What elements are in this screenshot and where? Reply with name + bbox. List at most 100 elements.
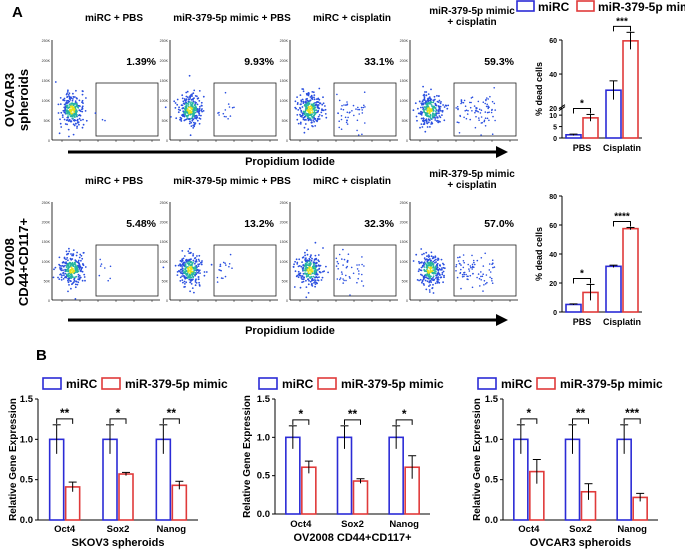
flow-r1-p3-dot bbox=[307, 110, 310, 113]
flow-r2-p3-dot bbox=[307, 292, 310, 294]
flow-r2-p4-dot bbox=[443, 276, 445, 279]
flow-r2-p1-dot bbox=[104, 267, 106, 269]
flow-r1-p4-dot bbox=[439, 116, 442, 119]
flow-r1-p2-dot bbox=[181, 107, 184, 110]
flow-r1-p2-dot bbox=[195, 117, 197, 119]
flow-r1-p3-dot bbox=[302, 102, 305, 104]
flow-r1-p1-dot bbox=[60, 111, 63, 114]
flow-r2-p1-dot bbox=[58, 256, 61, 259]
flow-r1-p4-dot bbox=[425, 103, 428, 106]
flow-r1-p3-dot bbox=[317, 101, 320, 104]
flow-r1-p4-dot bbox=[458, 121, 460, 124]
flow-r2-p4-dot bbox=[463, 271, 466, 274]
flow-r1-p3-dot bbox=[310, 97, 313, 100]
flow-r1-p1-y-tick-label: 0 bbox=[48, 139, 50, 143]
flow-r1-p2-dot bbox=[191, 98, 194, 101]
flow-r2-p4-dot bbox=[459, 256, 461, 258]
flow-r2-p2-dot bbox=[224, 262, 226, 265]
flow-r2-p4-dot bbox=[434, 282, 437, 285]
flow-r1-p4-y-tick-label: 250K bbox=[400, 39, 409, 43]
flow-r1-p4-dot bbox=[473, 105, 476, 107]
flow-r1-p4-dot bbox=[427, 100, 430, 102]
flow-r1-p2-dot bbox=[198, 109, 201, 111]
flow-r2-p2-dot bbox=[182, 263, 185, 265]
flow-r1-p4-dot bbox=[483, 119, 486, 122]
flow-r1-p4-dot bbox=[464, 105, 467, 107]
flow-r1-p4-dot bbox=[435, 104, 438, 107]
flow-r1-p3-dot bbox=[353, 114, 355, 117]
flow-r2-p4-dot bbox=[430, 275, 432, 278]
flow-r1-p4-dot bbox=[465, 109, 468, 111]
flow-r1-p4-dot bbox=[491, 100, 494, 103]
flow-r2-p1-dot bbox=[80, 254, 83, 257]
flow-r1-p1-dot bbox=[76, 103, 78, 106]
flow-r1-p2-dot bbox=[202, 95, 205, 98]
flow-r1-p3-dot bbox=[324, 108, 327, 111]
flow-r2-p1-dot bbox=[82, 252, 85, 254]
flow-r1-p4-dot bbox=[420, 106, 422, 109]
flow-r2-p2-dot bbox=[222, 277, 224, 280]
flow-r2-p2-dot bbox=[190, 261, 193, 264]
flow-r1-p2-dot bbox=[198, 122, 201, 125]
flow-r1-p4-dot bbox=[435, 113, 438, 115]
flow-r2-p4-dot bbox=[484, 252, 487, 255]
flow-r2-p4-dot bbox=[459, 271, 462, 274]
flow-r2-p3-dot bbox=[294, 260, 296, 263]
flow-r2-p3-dot bbox=[303, 276, 305, 279]
flow-r1-p4-dot bbox=[436, 94, 438, 97]
flow-r2-p2-dot bbox=[191, 264, 193, 267]
flow-r1-p1-dot bbox=[69, 96, 72, 98]
flow-r1-p3-dot bbox=[338, 126, 341, 129]
flow-r1-p2-dot bbox=[218, 111, 220, 114]
flow-r1-p2-dot bbox=[192, 127, 195, 129]
flow-r1-p1-dot bbox=[72, 96, 75, 98]
flow-r1-p2-dot bbox=[182, 110, 185, 113]
flow-r1-p1-dot bbox=[66, 95, 69, 98]
flow-r2-p1-dot bbox=[68, 250, 71, 253]
flow-r1-p1-dot bbox=[58, 132, 61, 135]
flow-r2-p2-dot bbox=[219, 265, 221, 268]
flow-r1-p4-dot bbox=[477, 100, 480, 103]
flow-r1-p2-dot bbox=[189, 134, 192, 137]
chart-1-bar-mimic bbox=[622, 40, 639, 139]
flow-r1-p3-dot bbox=[307, 108, 310, 111]
flow-r1-p4-dot bbox=[475, 115, 477, 118]
flow-r1-p2-dot bbox=[186, 112, 189, 114]
flow-r1-p2-percent: 9.93% bbox=[244, 56, 274, 68]
flow-r2-p2-dot-cloud bbox=[162, 247, 233, 294]
flow-r2-p3-dot bbox=[357, 277, 360, 280]
flow-r2-p1-dot bbox=[77, 259, 80, 262]
flow-r2-p1-dot bbox=[66, 264, 69, 267]
flow-r2-p2-dot bbox=[197, 269, 200, 271]
flow-r2-p4-dot bbox=[425, 251, 428, 254]
flow-r2-p4-dot bbox=[437, 268, 440, 271]
flow-r1-p1-dot bbox=[75, 89, 77, 92]
flow-r2-p3-dot bbox=[304, 262, 307, 265]
flow-r2-p1-dot bbox=[70, 263, 72, 266]
legend-b2-mimic-label: miR-379-5p mimic bbox=[341, 377, 444, 391]
flow-r2-p2-dot bbox=[220, 277, 223, 279]
flow-r1-p1-dot bbox=[64, 107, 67, 110]
flow-r2-p4-y-tick-label: 100K bbox=[400, 260, 409, 264]
flow-r2-p3-dot bbox=[309, 267, 311, 269]
flow-r2-p4-dot bbox=[491, 280, 493, 282]
flow-r1-p1-dot bbox=[81, 107, 84, 110]
flow-r2-p4-dot bbox=[429, 267, 432, 270]
flow-r2-p4-dot bbox=[423, 252, 425, 255]
flow-r1-p4-dot bbox=[429, 114, 432, 117]
flow-r2-p4-dot bbox=[434, 255, 437, 258]
legend-b3-mimic-swatch bbox=[536, 377, 556, 390]
flow-r2-p3-dot bbox=[339, 277, 342, 279]
chart-2-x-tick-label: Cisplatin bbox=[603, 317, 641, 327]
flow-r1-p3-gate bbox=[333, 82, 397, 137]
flow-r1-p3-dot bbox=[296, 96, 298, 98]
flow-r1-p2-dot bbox=[177, 111, 180, 114]
flow-r1-p3-dot bbox=[357, 134, 360, 136]
flow-r1-p1-dot bbox=[82, 90, 84, 93]
flow-r2-p4-dot bbox=[427, 270, 430, 272]
flow-r1-p2-y-tick-label: 200K bbox=[160, 59, 169, 63]
chart-3-x-tick-label: Nanog bbox=[157, 524, 187, 535]
flow-r2-p1-dot bbox=[75, 280, 78, 283]
